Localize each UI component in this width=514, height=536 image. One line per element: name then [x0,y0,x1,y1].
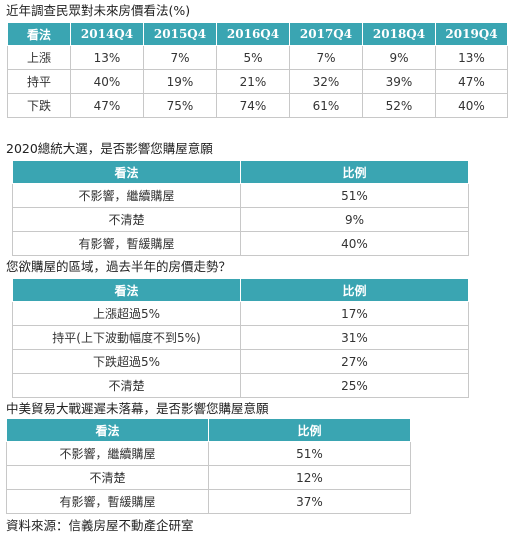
table-cell: 47% [435,69,508,94]
header-cell: 2016Q4 [216,22,290,46]
table-cell: 下跌超過5% [12,349,241,374]
table-row: 上漲 13% 7% 5% 7% 9% 13% [7,45,508,70]
table-cell: 40% [70,69,144,94]
table1-title: 近年調查民眾對未來房價看法(%) [6,3,191,18]
table-header-row: 看法 比例 [12,278,469,302]
header-cell: 2019Q4 [435,22,508,46]
header-cell: 2017Q4 [289,22,363,46]
table-header-row: 看法 比例 [12,160,469,184]
table-row: 有影響，暫緩購屋 40% [12,231,469,256]
table-cell: 61% [289,93,363,118]
table-cell: 13% [435,45,508,70]
row-label: 上漲 [7,45,71,70]
header-cell: 2014Q4 [70,22,144,46]
table-cell: 51% [240,183,469,208]
table-row: 不清楚 25% [12,373,469,398]
table-cell: 不清楚 [12,373,241,398]
header-cell: 看法 [7,22,71,46]
table-cell: 25% [240,373,469,398]
table-cell: 32% [289,69,363,94]
header-cell: 比例 [240,278,469,302]
header-cell: 看法 [12,160,241,184]
table2-title: 2020總統大選，是否影響您購屋意願 [6,141,213,156]
table-cell: 37% [208,489,411,514]
header-cell: 比例 [240,160,469,184]
header-cell: 比例 [208,418,411,442]
table-cell: 75% [143,93,217,118]
table3-title: 您欲購屋的區域，過去半年的房價走勢？ [6,259,232,274]
price-outlook-table: 看法 2014Q4 2015Q4 2016Q4 2017Q4 2018Q4 20… [7,22,508,118]
table-cell: 39% [362,69,436,94]
price-trend-table: 看法 比例 上漲超過5% 17% 持平(上下波動幅度不到5%) 31% 下跌超過… [12,278,469,398]
table-cell: 持平(上下波動幅度不到5%) [12,325,241,350]
table-cell: 51% [208,441,411,466]
header-cell: 看法 [6,418,209,442]
table-cell: 不影響，繼續購屋 [6,441,209,466]
header-cell: 看法 [12,278,241,302]
table-row: 下跌超過5% 27% [12,349,469,374]
table-cell: 不清楚 [12,207,241,232]
source-note: 資料來源：信義房屋不動產企研室 [6,518,194,533]
header-cell: 2018Q4 [362,22,436,46]
table-row: 持平 40% 19% 21% 32% 39% 47% [7,69,508,94]
table-cell: 7% [289,45,363,70]
table-cell: 17% [240,301,469,326]
table-cell: 不影響，繼續購屋 [12,183,241,208]
table-row: 持平(上下波動幅度不到5%) 31% [12,325,469,350]
table-cell: 19% [143,69,217,94]
table-cell: 9% [240,207,469,232]
table4-title: 中美貿易大戰遲遲未落幕，是否影響您購屋意願 [6,401,269,416]
table-row: 有影響，暫緩購屋 37% [6,489,411,514]
table-cell: 31% [240,325,469,350]
table-cell: 7% [143,45,217,70]
table-cell: 不清楚 [6,465,209,490]
election-impact-table: 看法 比例 不影響，繼續購屋 51% 不清楚 9% 有影響，暫緩購屋 40% [12,160,469,256]
row-label: 持平 [7,69,71,94]
table-header-row: 看法 比例 [6,418,411,442]
table-cell: 47% [70,93,144,118]
table-row: 上漲超過5% 17% [12,301,469,326]
table-cell: 9% [362,45,436,70]
table-cell: 上漲超過5% [12,301,241,326]
table-cell: 有影響，暫緩購屋 [6,489,209,514]
table-row: 不影響，繼續購屋 51% [12,183,469,208]
table-row: 下跌 47% 75% 74% 61% 52% 40% [7,93,508,118]
table-cell: 40% [435,93,508,118]
table-cell: 21% [216,69,290,94]
table-cell: 74% [216,93,290,118]
trade-war-impact-table: 看法 比例 不影響，繼續購屋 51% 不清楚 12% 有影響，暫緩購屋 37% [6,418,411,514]
table-cell: 5% [216,45,290,70]
table-cell: 有影響，暫緩購屋 [12,231,241,256]
header-cell: 2015Q4 [143,22,217,46]
table-cell: 40% [240,231,469,256]
table-row: 不影響，繼續購屋 51% [6,441,411,466]
table-row: 不清楚 12% [6,465,411,490]
table-cell: 52% [362,93,436,118]
table-cell: 12% [208,465,411,490]
table-header-row: 看法 2014Q4 2015Q4 2016Q4 2017Q4 2018Q4 20… [7,22,508,46]
table-row: 不清楚 9% [12,207,469,232]
table-cell: 13% [70,45,144,70]
table-cell: 27% [240,349,469,374]
row-label: 下跌 [7,93,71,118]
